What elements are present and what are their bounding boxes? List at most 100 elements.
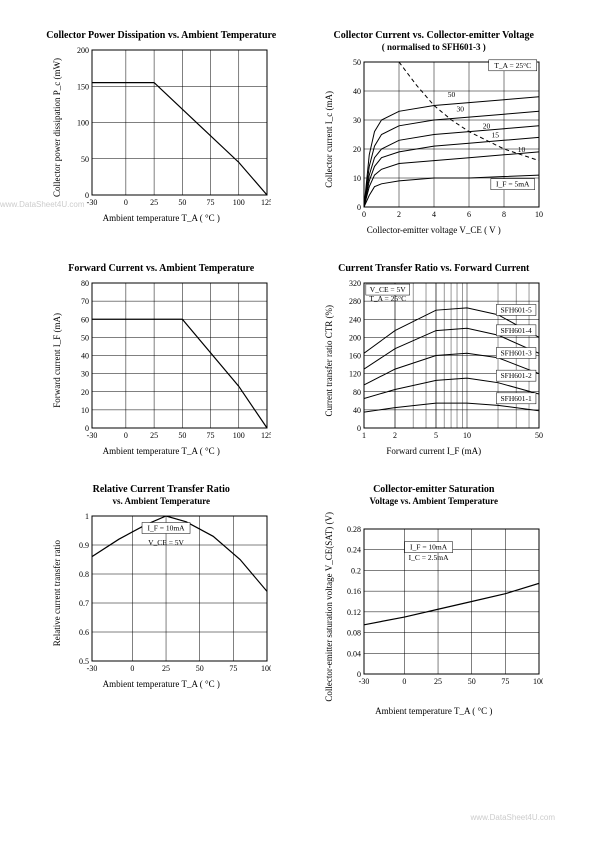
svg-text:0: 0 [362, 210, 366, 219]
svg-text:160: 160 [349, 352, 361, 361]
x-axis-label: Ambient temperature T_A ( °C ) [103, 679, 220, 689]
svg-text:0.9: 0.9 [79, 541, 89, 550]
y-axis-label: Relative current transfer ratio [52, 540, 62, 646]
svg-text:SFH601-2: SFH601-2 [501, 371, 533, 380]
svg-text:280: 280 [349, 297, 361, 306]
svg-text:5: 5 [434, 431, 438, 440]
chart-5: Relative Current Transfer Ratiovs. Ambie… [40, 484, 283, 716]
svg-text:1: 1 [85, 512, 89, 521]
svg-text:40: 40 [81, 352, 89, 361]
svg-text:0.24: 0.24 [347, 546, 361, 555]
svg-text:125: 125 [261, 198, 271, 207]
x-axis-label: Forward current I_F (mA) [386, 446, 481, 456]
svg-text:SFH601-4: SFH601-4 [501, 326, 533, 335]
y-axis-label: Collector power dissipation P_c (mW) [52, 58, 62, 197]
svg-text:50: 50 [81, 155, 89, 164]
svg-text:V_CE = 5V: V_CE = 5V [148, 538, 184, 547]
svg-text:T_A = 25°C: T_A = 25°C [370, 294, 407, 303]
svg-text:1: 1 [362, 431, 366, 440]
svg-text:10: 10 [535, 210, 543, 219]
svg-text:120: 120 [349, 370, 361, 379]
svg-text:30: 30 [81, 370, 89, 379]
svg-text:2: 2 [393, 431, 397, 440]
svg-text:50: 50 [353, 58, 361, 67]
svg-text:0.28: 0.28 [347, 525, 361, 534]
svg-text:240: 240 [349, 315, 361, 324]
y-axis-label: Current transfer ratio CTR (%) [324, 305, 334, 416]
svg-text:25: 25 [434, 677, 442, 686]
svg-text:10: 10 [353, 174, 361, 183]
svg-text:100: 100 [233, 431, 245, 440]
svg-text:200: 200 [77, 46, 89, 55]
svg-text:80: 80 [81, 279, 89, 288]
svg-text:50: 50 [448, 90, 456, 99]
chart-grid: Collector Power Dissipation vs. Ambient … [40, 30, 555, 716]
svg-text:70: 70 [81, 297, 89, 306]
chart-6: Collector-emitter SaturationVoltage vs. … [313, 484, 556, 716]
svg-text:SFH601-1: SFH601-1 [501, 394, 533, 403]
svg-text:0: 0 [85, 191, 89, 200]
svg-text:0: 0 [124, 431, 128, 440]
svg-text:30: 30 [353, 116, 361, 125]
svg-text:50: 50 [178, 198, 186, 207]
svg-text:100: 100 [261, 664, 271, 673]
svg-text:0.16: 0.16 [347, 587, 361, 596]
svg-text:150: 150 [77, 82, 89, 91]
x-axis-label: Ambient temperature T_A ( °C ) [375, 706, 492, 716]
svg-text:75: 75 [206, 431, 214, 440]
svg-text:75: 75 [229, 664, 237, 673]
svg-text:4: 4 [432, 210, 436, 219]
svg-text:I_C = 2.5mA: I_C = 2.5mA [409, 553, 449, 562]
svg-text:0.12: 0.12 [347, 608, 361, 617]
svg-text:25: 25 [162, 664, 170, 673]
chart-title: Collector Power Dissipation vs. Ambient … [46, 30, 276, 42]
svg-text:0.08: 0.08 [347, 629, 361, 638]
svg-text:50: 50 [81, 333, 89, 342]
svg-text:0: 0 [130, 664, 134, 673]
x-axis-label: Collector-emitter voltage V_CE ( V ) [367, 225, 501, 235]
svg-text:0: 0 [357, 424, 361, 433]
svg-text:SFH601-3: SFH601-3 [501, 349, 533, 358]
svg-text:50: 50 [468, 677, 476, 686]
y-axis-label: Forward current I_F (mA) [52, 313, 62, 408]
svg-text:100: 100 [77, 119, 89, 128]
svg-text:100: 100 [533, 677, 543, 686]
svg-text:10: 10 [81, 406, 89, 415]
svg-text:0: 0 [403, 677, 407, 686]
svg-text:V_CE = 5V: V_CE = 5V [370, 285, 406, 294]
chart-2: Collector Current vs. Collector-emitter … [313, 30, 556, 235]
svg-text:20: 20 [483, 122, 491, 131]
chart-title: Current Transfer Ratio vs. Forward Curre… [338, 263, 529, 275]
svg-text:50: 50 [535, 431, 543, 440]
watermark-right: www.DataSheet4U.com [471, 813, 555, 822]
svg-text:0: 0 [357, 670, 361, 679]
y-axis-label: Collector-emitter saturation voltage V_C… [324, 512, 334, 702]
svg-text:0.04: 0.04 [347, 650, 361, 659]
watermark-left: www.DataSheet4U.com [0, 200, 84, 209]
chart-3: Forward Current vs. Ambient Temperature F… [40, 263, 283, 456]
x-axis-label: Ambient temperature T_A ( °C ) [103, 446, 220, 456]
svg-text:15: 15 [492, 130, 500, 139]
svg-text:0.6: 0.6 [79, 628, 89, 637]
svg-text:20: 20 [81, 388, 89, 397]
svg-text:0.7: 0.7 [79, 599, 89, 608]
svg-text:40: 40 [353, 406, 361, 415]
chart-title: Relative Current Transfer Ratiovs. Ambie… [93, 484, 230, 508]
svg-text:0.5: 0.5 [79, 657, 89, 666]
svg-text:125: 125 [261, 431, 271, 440]
svg-text:I_F = 5mA: I_F = 5mA [496, 180, 530, 189]
svg-text:40: 40 [353, 87, 361, 96]
y-axis-label: Collector current I_c (mA) [324, 91, 334, 188]
svg-text:200: 200 [349, 333, 361, 342]
chart-title: Collector Current vs. Collector-emitter … [334, 30, 534, 54]
svg-text:320: 320 [349, 279, 361, 288]
chart-title: Forward Current vs. Ambient Temperature [68, 263, 254, 275]
svg-text:T_A = 25°C: T_A = 25°C [495, 61, 532, 70]
svg-text:10: 10 [518, 145, 526, 154]
svg-text:75: 75 [502, 677, 510, 686]
svg-text:30: 30 [457, 104, 465, 113]
svg-text:50: 50 [195, 664, 203, 673]
svg-text:0: 0 [85, 424, 89, 433]
svg-text:I_F = 10mA: I_F = 10mA [147, 524, 185, 533]
svg-text:0: 0 [124, 198, 128, 207]
